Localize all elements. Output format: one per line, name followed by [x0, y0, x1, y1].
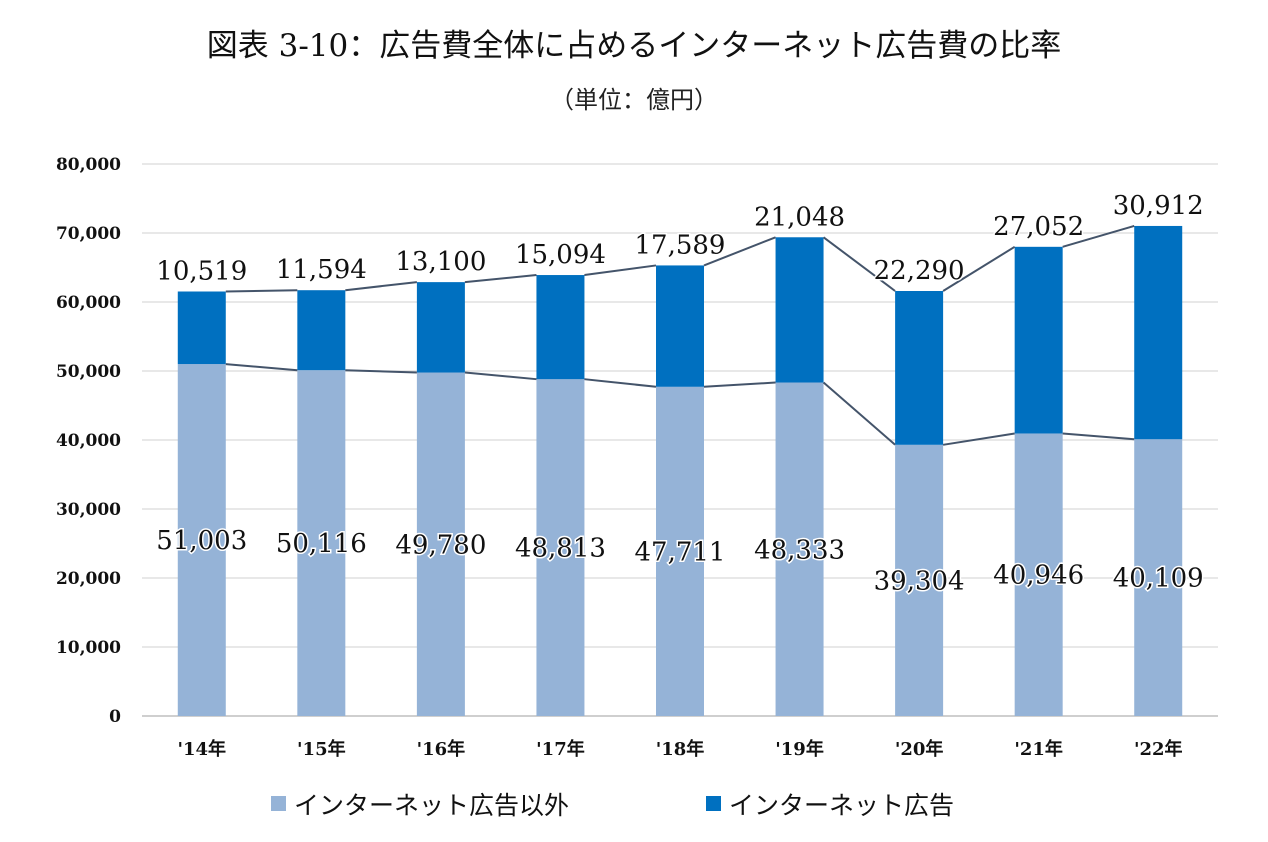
y-tick-label: 60,000: [56, 293, 121, 313]
bar-internet: [177, 291, 226, 365]
data-label-internet: 10,519: [156, 256, 247, 286]
series-line-non-internet: [584, 378, 657, 388]
bar-non-internet: [536, 379, 585, 716]
y-tick-label: 80,000: [56, 155, 121, 175]
series-line-internet: [942, 245, 1016, 292]
bars: [177, 225, 1183, 716]
data-label-non-internet: 48,813: [515, 534, 606, 564]
data-label-non-internet: 47,711: [635, 537, 726, 567]
x-tick-label: '21年: [1014, 738, 1063, 760]
legend-label-non-internet: インターネット広告以外: [294, 791, 569, 820]
bar-non-internet: [416, 372, 465, 716]
series-line-internet: [584, 264, 657, 277]
x-tick-label: '17年: [536, 738, 585, 760]
x-tick-label: '22年: [1134, 738, 1183, 760]
y-tick-label: 30,000: [56, 500, 121, 520]
data-label-non-internet: 49,780: [395, 530, 486, 560]
data-label-non-internet: 40,946: [993, 561, 1084, 591]
series-line-non-internet: [703, 381, 776, 388]
y-tick-label: 70,000: [56, 224, 121, 244]
bar-internet: [775, 237, 824, 383]
x-tick-label: '14年: [177, 738, 226, 760]
x-tick-label: '16年: [417, 738, 466, 760]
legend: インターネット広告以外 インターネット広告: [271, 791, 954, 820]
bar-non-internet: [177, 364, 226, 716]
x-tick-label: '15年: [297, 738, 346, 760]
bar-internet: [1134, 225, 1183, 440]
data-label-internet: 21,048: [754, 202, 845, 232]
series-line-internet: [345, 281, 418, 292]
bar-non-internet: [895, 444, 944, 716]
series-line-internet: [1062, 224, 1135, 248]
bar-internet: [536, 275, 585, 380]
bar-non-internet: [297, 370, 346, 716]
bar-non-internet: [1014, 433, 1063, 716]
data-label-non-internet: 40,109: [1113, 564, 1204, 594]
y-tick-label: 0: [109, 707, 121, 727]
series-line-internet: [822, 236, 896, 292]
series-line-non-internet: [822, 381, 896, 446]
data-label-internet: 30,912: [1113, 191, 1204, 221]
series-line-internet: [464, 274, 537, 284]
series-line-non-internet: [345, 369, 417, 374]
series-line-non-internet: [1062, 432, 1135, 441]
y-axis-ticks: 0 10,000 20,000 30,000 40,000 50,000 60,000 70,…: [56, 155, 121, 727]
bar-internet: [416, 282, 465, 373]
data-label-internet: 13,100: [395, 247, 486, 277]
data-label-internet: 11,594: [276, 255, 367, 285]
y-tick-label: 10,000: [56, 638, 121, 658]
series-line-non-internet: [942, 432, 1015, 446]
x-axis-ticks: '14年 '15年 '16年 '17年 '18年 '19年 '20年 '21年 '22年: [177, 738, 1182, 760]
x-tick-label: '20年: [895, 738, 944, 760]
chart-title: 図表 3-10：広告費全体に占めるインターネット広告費の比率: [207, 28, 1062, 64]
x-tick-label: '19年: [775, 738, 824, 760]
data-label-non-internet: 50,116: [276, 529, 367, 559]
bar-internet: [297, 290, 346, 371]
bar-non-internet: [656, 386, 704, 716]
chart-subtitle: （単位：億円）: [550, 86, 718, 114]
data-labels: 51,003 10,519 50,116 11,594 49,780 13,100 48,8…: [155, 189, 1205, 597]
data-label-non-internet: 51,003: [156, 526, 247, 556]
y-tick-label: 20,000: [56, 569, 121, 589]
y-tick-label: 50,000: [56, 362, 121, 382]
data-label-non-internet: 48,333: [754, 535, 845, 565]
data-label-internet: 22,290: [874, 256, 965, 286]
legend-swatch-non-internet: [271, 796, 286, 811]
data-label-internet: 27,052: [993, 212, 1084, 242]
data-label-internet: 15,094: [515, 240, 606, 270]
data-label-internet: 17,589: [635, 230, 726, 260]
x-tick-label: '18年: [656, 738, 705, 760]
legend-label-internet: インターネット広告: [729, 791, 954, 820]
bar-internet: [656, 265, 704, 387]
series-lines: [225, 224, 1135, 446]
bar-internet: [895, 291, 944, 445]
series-line-internet: [703, 236, 776, 267]
data-label-non-internet: 39,304: [874, 566, 965, 596]
legend-swatch-internet: [706, 796, 721, 811]
series-line-non-internet: [464, 371, 537, 381]
bar-non-internet: [775, 382, 824, 716]
bar-non-internet: [1134, 439, 1183, 716]
series-line-non-internet: [225, 363, 298, 372]
bar-internet: [1014, 246, 1063, 434]
series-line-internet: [225, 289, 298, 293]
y-tick-label: 40,000: [56, 431, 121, 451]
